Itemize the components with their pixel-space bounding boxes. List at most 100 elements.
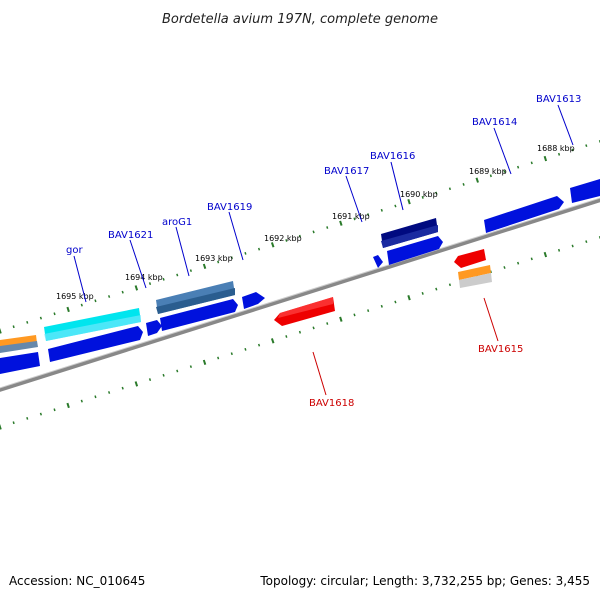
gene-callouts: [73, 104, 574, 396]
callout-gor: [73, 255, 87, 303]
map-title: Bordetella avium 197N, complete genome: [162, 12, 438, 27]
upper-ruler-tick: [571, 148, 574, 152]
upper-ruler-tick: [270, 242, 275, 248]
upper-ruler-tick: [26, 320, 29, 324]
upper-ruler-tick: [353, 217, 356, 221]
lower-ruler-tick: [162, 373, 165, 377]
gene-bav1619-a[interactable]: [160, 299, 238, 331]
upper-ruler-tick: [503, 170, 506, 173]
lower-ruler-tick: [394, 300, 397, 304]
upper-ruler-tick: [435, 191, 438, 195]
upper-ruler-tick: [162, 277, 165, 281]
upper-ruler-tick: [176, 273, 179, 277]
upper-ruler-tick: [94, 299, 97, 303]
gene-bav1613[interactable]: [570, 179, 600, 203]
upper-ruler-tick: [217, 260, 220, 264]
lower-ruler-tick: [189, 365, 193, 369]
lower-ruler-tick: [80, 399, 83, 403]
lower-ruler-tick: [176, 369, 179, 373]
upper-ruler-tick: [66, 306, 70, 313]
gene-bav1614[interactable]: [484, 196, 564, 233]
lower-ruler-tick: [26, 416, 29, 420]
gene-grey-right[interactable]: [459, 273, 492, 288]
tick-ruler-upper: [0, 140, 600, 334]
upper-ruler-tick: [557, 152, 561, 156]
lower-ruler-tick: [148, 378, 152, 382]
upper-ruler-tick: [312, 230, 315, 234]
gene-steel-left[interactable]: [0, 341, 38, 353]
upper-ruler-tick: [326, 226, 329, 229]
upper-ruler-tick: [475, 177, 479, 183]
gene-orange-right[interactable]: [458, 265, 491, 280]
gene-blue-left[interactable]: [0, 352, 40, 374]
genome-backbone: [0, 198, 600, 392]
upper-ruler-tick: [367, 213, 370, 217]
upper-ruler-tick: [516, 165, 520, 169]
gene-bav1621[interactable]: [48, 326, 143, 362]
reverse-strand-features: [274, 249, 492, 326]
lower-ruler-tick: [571, 244, 574, 248]
lower-ruler-tick: [107, 391, 111, 394]
gene-label-bav1617[interactable]: BAV1617: [324, 166, 369, 177]
upper-ruler-tick: [489, 174, 492, 178]
gene-bav1616-shade: [381, 225, 438, 248]
accession-text: Accession: NC_010645: [9, 574, 145, 588]
lower-ruler-tick: [39, 412, 43, 416]
lower-ruler-tick: [66, 402, 70, 409]
tick-labels: 1688 kbp 1689 kbp 1690 kbp 1691 kbp 1692…: [56, 144, 575, 301]
callout-bav1616: [390, 161, 404, 211]
upper-ruler-tick: [39, 316, 43, 320]
gene-bav1619-b[interactable]: [242, 292, 265, 309]
genome-backbone-highlight: [0, 197, 600, 389]
upper-ruler-tick: [80, 303, 83, 307]
tick-label-1688: 1688 kbp: [537, 144, 575, 153]
upper-ruler-tick: [380, 208, 383, 212]
callout-bav1614: [493, 127, 512, 175]
gene-bav1617[interactable]: [373, 255, 383, 268]
gene-labels: BAV1613 BAV1614 BAV1615 BAV1616 BAV1617 …: [66, 94, 581, 409]
lower-ruler-tick: [202, 359, 207, 366]
gene-label-bav1615[interactable]: BAV1615: [478, 344, 523, 355]
upper-ruler-tick: [107, 295, 111, 298]
callout-arog1: [175, 226, 190, 277]
lower-ruler-tick: [312, 326, 315, 330]
lower-ruler-tick: [230, 352, 233, 356]
upper-ruler-tick: [285, 239, 288, 242]
lower-ruler-tick: [298, 330, 302, 334]
gene-label-bav1616[interactable]: BAV1616: [370, 151, 415, 162]
tick-label-1691: 1691 kbp: [332, 212, 370, 221]
tick-label-1694: 1694 kbp: [125, 273, 163, 282]
upper-ruler-tick: [448, 187, 452, 191]
forward-strand-features: [0, 179, 600, 374]
gene-bav1616-b[interactable]: [387, 236, 443, 265]
tick-label-1692: 1692 kbp: [264, 234, 302, 243]
lower-ruler-tick: [503, 266, 506, 269]
lower-ruler-tick: [217, 356, 220, 360]
lower-ruler-tick: [557, 248, 561, 252]
lower-ruler-tick: [244, 347, 247, 351]
lower-ruler-tick: [0, 424, 2, 430]
gene-label-bav1619[interactable]: BAV1619: [207, 202, 252, 213]
gene-label-gor[interactable]: gor: [66, 245, 83, 256]
gene-label-bav1621[interactable]: BAV1621: [108, 230, 153, 241]
upper-ruler-tick: [189, 269, 193, 273]
gene-label-bav1614[interactable]: BAV1614: [472, 117, 517, 128]
gene-arog1-shade: [156, 288, 235, 314]
gene-small-1[interactable]: [146, 320, 162, 336]
upper-ruler-tick: [244, 251, 247, 255]
upper-ruler-tick: [134, 285, 139, 291]
lower-ruler-tick: [516, 261, 520, 265]
gene-gor-shade: [44, 315, 141, 341]
upper-ruler-tick: [421, 195, 424, 199]
upper-ruler-tick: [0, 328, 2, 334]
lower-ruler-tick: [543, 251, 548, 258]
gene-label-bav1613[interactable]: BAV1613: [536, 94, 581, 105]
gene-label-bav1618[interactable]: BAV1618: [309, 398, 354, 409]
gene-label-arog1[interactable]: aroG1: [162, 217, 192, 228]
upper-ruler-tick: [12, 325, 15, 329]
lower-ruler-tick: [421, 291, 424, 295]
gene-bav1615[interactable]: [454, 249, 486, 268]
lower-ruler-tick: [585, 240, 588, 244]
lower-ruler-tick: [530, 257, 533, 261]
